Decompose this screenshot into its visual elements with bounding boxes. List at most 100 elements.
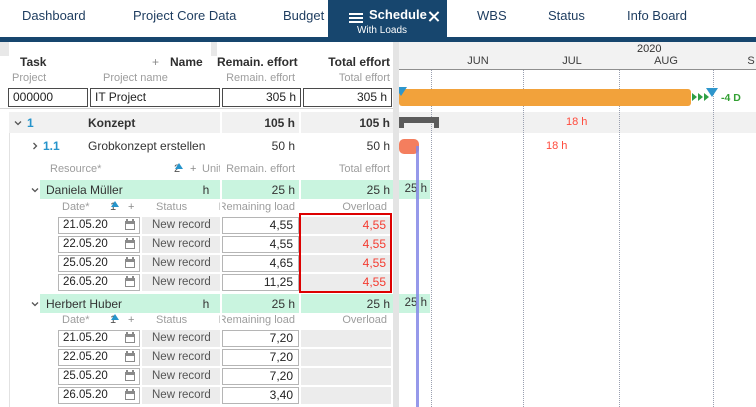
col-header-remain-effort[interactable]: Remain. effort — [226, 163, 295, 175]
calendar-icon[interactable] — [125, 370, 135, 381]
tab-status[interactable]: Status — [548, 8, 585, 23]
status-cell: New record — [142, 330, 221, 347]
resource-remain-effort: 25 h — [271, 297, 295, 311]
calendar-icon[interactable] — [125, 238, 135, 249]
month-gridline — [523, 70, 524, 407]
overload-cell: 4,55 — [301, 236, 391, 253]
remaining-load-field[interactable]: 11,25 — [222, 274, 299, 291]
pane-splitter[interactable] — [393, 42, 399, 407]
add-column-button[interactable]: + — [128, 201, 135, 213]
col-header-status[interactable]: Status — [156, 314, 188, 326]
date-field[interactable]: 26.05.20 — [58, 387, 140, 404]
tab-dashboard[interactable]: Dashboard — [22, 8, 86, 23]
col-header-date[interactable]: Date* — [62, 201, 90, 213]
remaining-load-field[interactable]: 4,55 — [222, 236, 299, 253]
timeline-month-aug: AUG — [654, 55, 678, 67]
resource-load-bar[interactable]: 25 h — [399, 294, 430, 313]
load-row: 25.05.20 New record 4,65 4,55 — [0, 255, 393, 274]
task-row-grobkonzept[interactable]: 1.1 Grobkonzept erstellen 50 h 50 h — [0, 133, 393, 157]
project-gantt-bar[interactable] — [399, 89, 691, 106]
gantt-timeline-pane: 2020 JUN JUL AUG S -4 D 18 h 18 h 25 h 2… — [399, 42, 756, 407]
col-header-status[interactable]: Status — [156, 201, 188, 213]
col-header-total-effort[interactable]: Total effort — [328, 55, 390, 69]
task-gantt-bar[interactable] — [399, 139, 419, 154]
overload-cell — [301, 349, 391, 366]
remaining-load-field[interactable]: 4,55 — [222, 217, 299, 234]
task-total-effort: 50 h — [366, 139, 390, 153]
add-column-button[interactable]: + — [152, 55, 160, 69]
remaining-load-field[interactable]: 7,20 — [222, 330, 299, 347]
date-field[interactable]: 21.05.20 — [58, 330, 140, 347]
remaining-load-field[interactable]: 3,40 — [222, 387, 299, 404]
resource-row-daniela[interactable]: Daniela Müller h 25 h 25 h — [0, 180, 393, 199]
close-icon[interactable] — [428, 11, 440, 22]
resource-row-herbert[interactable]: Herbert Huber h 25 h 25 h — [0, 294, 393, 313]
resource-total-effort: 25 h — [366, 183, 390, 197]
col-header-unit[interactable]: Unit — [202, 163, 222, 175]
chevron-down-icon[interactable] — [30, 185, 40, 195]
tab-wbs[interactable]: WBS — [477, 8, 507, 23]
col-header-overload[interactable]: Overload — [342, 314, 387, 326]
date-field[interactable]: 22.05.20 — [58, 349, 140, 366]
status-cell: New record — [142, 217, 221, 234]
tab-budget[interactable]: Budget — [283, 8, 325, 23]
overload-cell — [301, 330, 391, 347]
subheader-project: Project — [12, 72, 47, 84]
remaining-load-field[interactable]: 7,20 — [222, 349, 299, 366]
project-remain-effort-field[interactable]: 305 h — [222, 88, 301, 107]
status-cell: New record — [142, 274, 221, 291]
col-header-resource[interactable]: Resource* — [50, 163, 102, 175]
summary-gantt-bar[interactable] — [399, 117, 439, 128]
add-column-button[interactable]: + — [190, 163, 197, 175]
remaining-load-field[interactable]: 4,65 — [222, 255, 299, 272]
milestone-marker-start-icon — [399, 87, 407, 96]
add-column-button[interactable]: + — [128, 314, 135, 326]
task-id: 1.1 — [43, 139, 60, 153]
header-gap — [0, 42, 9, 56]
date-field[interactable]: 26.05.20 — [58, 274, 140, 291]
task-row-konzept[interactable]: 1 Konzept 105 h 105 h — [0, 112, 393, 133]
status-cell: New record — [142, 255, 221, 272]
project-name-field[interactable]: IT Project — [90, 88, 220, 107]
menu-icon[interactable] — [349, 13, 363, 23]
tab-info-board[interactable]: Info Board — [627, 8, 687, 23]
col-header-total-effort[interactable]: Total effort — [338, 163, 390, 175]
status-cell: New record — [142, 349, 221, 366]
col-header-task[interactable]: Task — [20, 55, 47, 69]
calendar-icon[interactable] — [125, 351, 135, 362]
load-row: 21.05.20 New record 4,55 4,55 — [0, 217, 393, 236]
calendar-icon[interactable] — [125, 219, 135, 230]
date-header-row: Date* 1 + Status Remaining load Overload — [62, 201, 387, 213]
chevron-down-icon[interactable] — [13, 118, 23, 128]
calendar-icon[interactable] — [125, 276, 135, 287]
project-total-effort-field[interactable]: 305 h — [303, 88, 392, 107]
sort-asc-icon — [175, 163, 183, 169]
column-separator — [299, 112, 301, 407]
calendar-icon[interactable] — [125, 257, 135, 268]
col-header-overload[interactable]: Overload — [342, 201, 387, 213]
col-header-remaining-load[interactable]: Remaining load — [218, 201, 295, 213]
tab-schedule[interactable]: Schedule With Loads — [328, 0, 447, 42]
date-header-row: Date* 1 + Status Remaining load Overload — [62, 314, 387, 326]
calendar-icon[interactable] — [125, 389, 135, 400]
col-header-remaining-load[interactable]: Remaining load — [218, 314, 295, 326]
calendar-icon[interactable] — [125, 332, 135, 343]
tab-schedule-label: Schedule — [369, 7, 427, 22]
timeline-header[interactable]: 2020 JUN JUL AUG S — [399, 42, 756, 70]
resource-load-bar[interactable]: 25 h — [399, 180, 430, 199]
date-field[interactable]: 25.05.20 — [58, 255, 140, 272]
tab-project-core-data[interactable]: Project Core Data — [133, 8, 237, 23]
col-header-name[interactable]: Name — [170, 55, 203, 69]
date-field[interactable]: 22.05.20 — [58, 236, 140, 253]
date-field[interactable]: 21.05.20 — [58, 217, 140, 234]
date-field[interactable]: 25.05.20 — [58, 368, 140, 385]
remaining-load-field[interactable]: 7,20 — [222, 368, 299, 385]
resource-total-effort: 25 h — [366, 297, 390, 311]
project-id-field[interactable]: 000000 — [8, 88, 88, 107]
chevron-down-icon[interactable] — [30, 299, 40, 309]
col-header-date[interactable]: Date* — [62, 314, 90, 326]
schedule-ahead-arrows-icon — [692, 93, 710, 101]
chevron-right-icon[interactable] — [30, 141, 40, 151]
project-row: 000000 IT Project 305 h 305 h — [0, 88, 393, 107]
col-header-remain-effort[interactable]: Remain. effort — [217, 55, 298, 69]
